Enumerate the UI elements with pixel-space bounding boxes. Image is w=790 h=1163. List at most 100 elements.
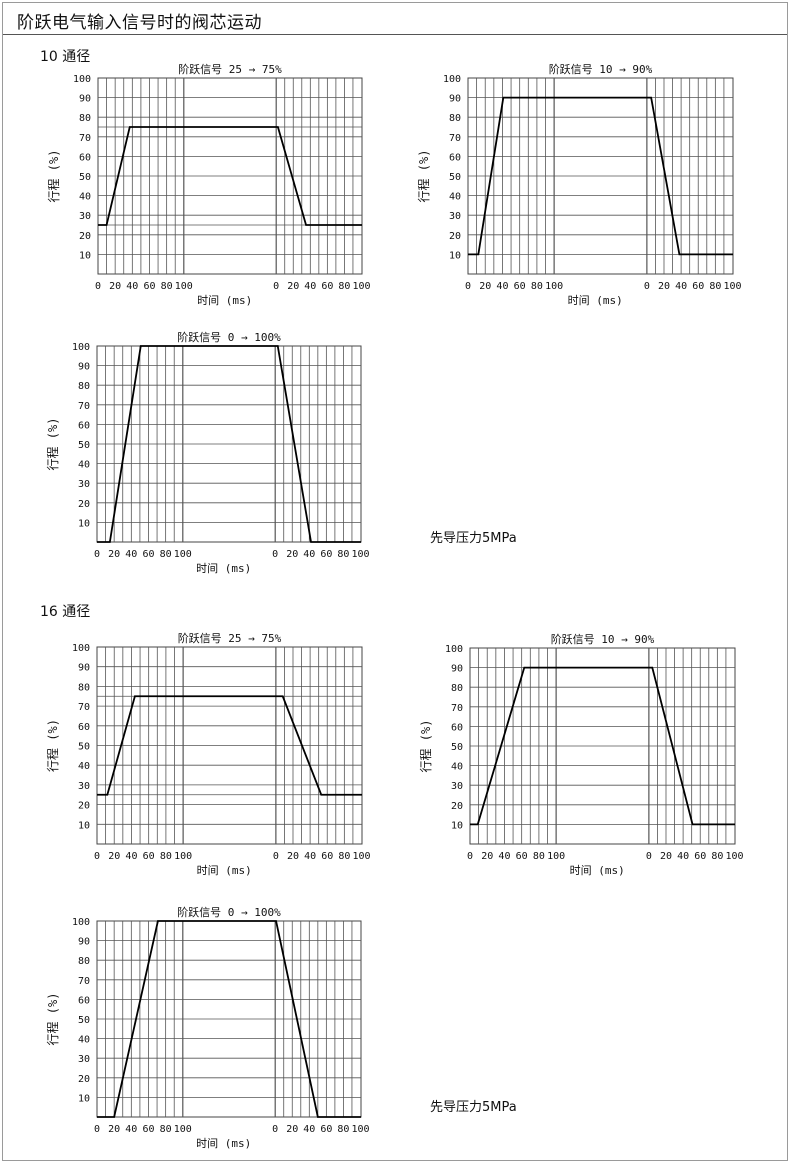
x-tick-label: 20	[286, 1124, 298, 1135]
chart-3: 阶跃信号 0 → 100% 10 20 30 40 50 60 70 80 90 100 0 0 20 20…	[45, 330, 370, 575]
x-tick-label: 80	[337, 549, 349, 560]
chart-title: 阶跃信号 25 → 75%	[178, 631, 282, 645]
chart-6: 阶跃信号 0 → 100% 10 20 30 40 50 60 70 80 90 100 0 0 20 20…	[45, 905, 370, 1150]
x-tick-label: 20	[479, 281, 491, 292]
y-tick-label: 60	[78, 420, 90, 431]
x-tick-label: 100	[174, 549, 192, 560]
x-tick-label: 40	[126, 281, 138, 292]
x-tick-label: 60	[692, 281, 704, 292]
series-line-spool-stroke	[98, 126, 362, 226]
y-tick-label: 90	[78, 937, 90, 948]
x-tick-label: 0	[646, 851, 652, 862]
x-tick-label: 60	[514, 281, 526, 292]
y-tick-label: 50	[78, 742, 90, 753]
y-tick-label: 20	[78, 1074, 90, 1085]
x-tick-label: 40	[303, 549, 315, 560]
chart-2: 阶跃信号 10 → 90% 10 20 30 40 50 60 70 80 90 100 0 0 20 20…	[416, 62, 742, 307]
x-tick-label: 100	[545, 281, 563, 292]
x-tick-label: 20	[108, 851, 120, 862]
y-tick-label: 80	[78, 956, 90, 967]
chart-4: 阶跃信号 25 → 75% 10 20 30 40 50 60 70 80 90 100 0 0 20 20…	[45, 631, 371, 877]
series-line-spool-stroke	[470, 666, 735, 826]
y-tick-label: 40	[78, 460, 90, 471]
y-tick-label: 20	[449, 231, 461, 242]
x-tick-label: 60	[694, 851, 706, 862]
y-axis-label: 行程 (%)	[416, 150, 431, 203]
y-tick-label: 90	[449, 94, 461, 105]
x-tick-label: 20	[658, 281, 670, 292]
y-axis-label: 行程 (%)	[45, 993, 60, 1046]
x-tick-label: 0	[465, 281, 471, 292]
y-tick-label: 30	[78, 479, 90, 490]
page-title: 阶跃电气输入信号时的阀芯运动	[17, 13, 262, 33]
y-axis-label: 行程 (%)	[418, 720, 433, 773]
x-tick-label: 80	[161, 281, 173, 292]
chart-title: 阶跃信号 0 → 100%	[177, 905, 281, 919]
x-tick-label: 100	[352, 851, 370, 862]
pilot-pressure-note-16: 先导压力5MPa	[430, 1100, 517, 1115]
y-tick-label: 20	[78, 801, 90, 812]
x-tick-label: 80	[160, 549, 172, 560]
y-tick-label: 10	[451, 820, 463, 831]
x-tick-label: 100	[174, 1124, 192, 1135]
y-tick-label: 30	[451, 781, 463, 792]
series-line-spool-stroke	[97, 920, 361, 1118]
x-tick-label: 40	[677, 851, 689, 862]
x-tick-label: 60	[320, 1124, 332, 1135]
x-tick-label: 80	[337, 1124, 349, 1135]
x-tick-label: 60	[320, 549, 332, 560]
x-tick-label: 0	[272, 1124, 278, 1135]
x-tick-label: 80	[709, 281, 721, 292]
y-tick-label: 30	[78, 781, 90, 792]
x-tick-label: 60	[516, 851, 528, 862]
x-tick-label: 80	[531, 281, 543, 292]
x-tick-label: 20	[287, 281, 299, 292]
y-tick-label: 50	[449, 172, 461, 183]
chart-title: 阶跃信号 10 → 90%	[549, 62, 653, 76]
y-tick-label: 50	[78, 1015, 90, 1026]
x-tick-label: 40	[498, 851, 510, 862]
y-tick-label: 40	[78, 761, 90, 772]
x-axis-label: 时间 (ms)	[196, 562, 251, 575]
chart-5: 阶跃信号 10 → 90% 10 20 30 40 50 60 70 80 90 100 0 0 20 20…	[418, 632, 744, 877]
y-tick-label: 10	[78, 820, 90, 831]
x-tick-label: 20	[287, 851, 299, 862]
y-tick-label: 70	[449, 133, 461, 144]
y-tick-label: 10	[78, 518, 90, 529]
y-axis-label: 行程 (%)	[45, 719, 60, 772]
x-tick-label: 60	[142, 549, 154, 560]
x-tick-label: 0	[273, 851, 279, 862]
y-tick-label: 90	[78, 362, 90, 373]
x-tick-label: 40	[675, 281, 687, 292]
y-tick-label: 100	[443, 74, 461, 85]
y-tick-label: 50	[78, 440, 90, 451]
x-tick-label: 100	[351, 1124, 369, 1135]
y-tick-label: 100	[73, 74, 91, 85]
x-tick-label: 60	[142, 1124, 154, 1135]
x-tick-label: 40	[496, 281, 508, 292]
x-tick-label: 60	[143, 281, 155, 292]
y-tick-label: 70	[78, 702, 90, 713]
y-tick-label: 70	[79, 133, 91, 144]
chart-title: 阶跃信号 10 → 90%	[551, 632, 655, 646]
x-tick-label: 40	[303, 1124, 315, 1135]
x-tick-label: 80	[338, 851, 350, 862]
y-tick-label: 30	[78, 1054, 90, 1065]
chart-title: 阶跃信号 0 → 100%	[177, 330, 281, 344]
x-tick-label: 0	[467, 851, 473, 862]
section-label-16: 16 通径	[40, 604, 91, 620]
x-tick-label: 40	[125, 1124, 137, 1135]
x-tick-label: 20	[108, 1124, 120, 1135]
y-tick-label: 60	[451, 722, 463, 733]
x-tick-label: 100	[725, 851, 743, 862]
x-tick-label: 20	[286, 549, 298, 560]
y-tick-label: 40	[449, 192, 461, 203]
y-tick-label: 100	[72, 643, 90, 654]
x-tick-label: 80	[533, 851, 545, 862]
series-line-spool-stroke	[468, 96, 733, 256]
x-tick-label: 0	[94, 549, 100, 560]
x-tick-label: 40	[304, 281, 316, 292]
chart-title: 阶跃信号 25 → 75%	[178, 62, 282, 76]
y-tick-label: 80	[79, 113, 91, 124]
y-tick-label: 60	[79, 152, 91, 163]
